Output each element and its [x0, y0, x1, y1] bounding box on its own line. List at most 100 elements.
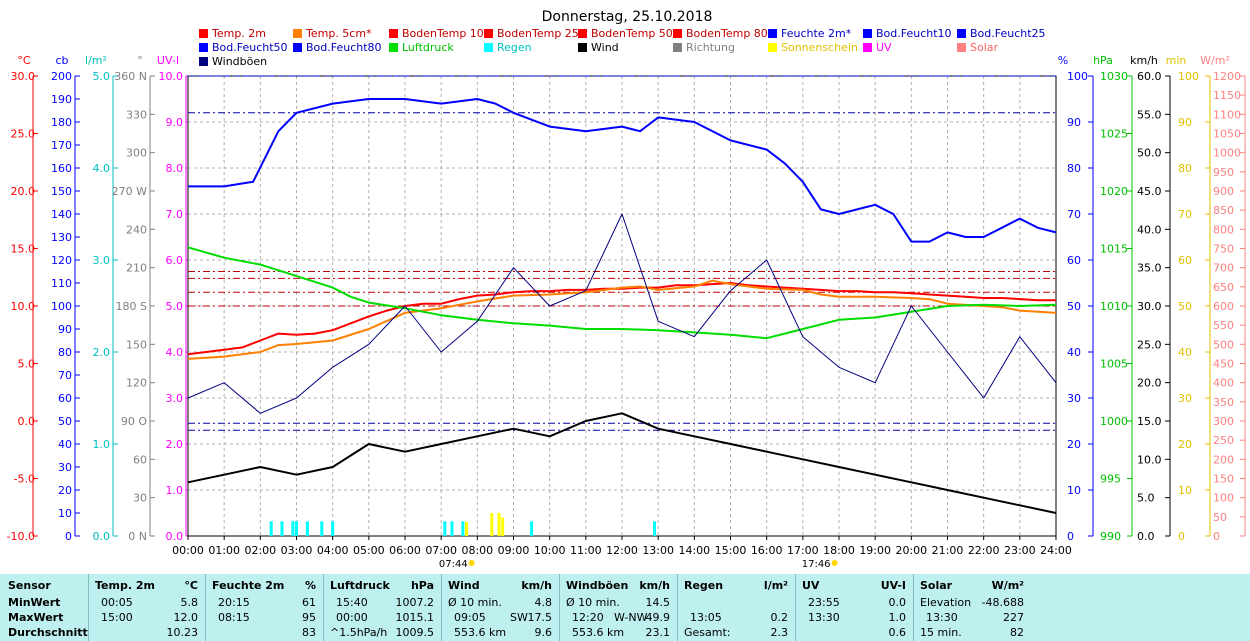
sunshine-bar — [497, 513, 501, 536]
axis-tick-label: 1200 — [1213, 70, 1241, 83]
axis-tick-label: 250 — [1213, 434, 1234, 447]
stats-temp-unit: °C — [184, 579, 198, 592]
axis-tick-label: 60 — [58, 392, 72, 405]
legend-label: Bod.Feucht50 — [212, 41, 288, 54]
axis-tick-label: 1010 — [1100, 300, 1128, 313]
axis-tick-label: 30 — [1067, 392, 1081, 405]
x-tick-label: 06:00 — [389, 544, 421, 557]
stats-temp-min: 5.8 — [180, 596, 199, 609]
axes: °C 30.0 25.0 20.0 15.0 10.0 5.0 0.0 -5.0 -10.0 cb 2… — [7, 54, 1246, 543]
rain-bar — [320, 521, 324, 536]
stats-pressure-min-time: 15:40 — [336, 596, 368, 609]
axis-tick-label: 90 — [1067, 116, 1081, 129]
axis-tick-label: 600 — [1213, 300, 1234, 313]
x-tick-label: 24:00 — [1040, 544, 1072, 557]
axis-tick-label: 10 — [1178, 484, 1192, 497]
x-tick-label: 09:00 — [498, 544, 530, 557]
stats-rain-unit: l/m² — [763, 579, 788, 592]
chart-title: Donnerstag, 25.10.2018 — [542, 9, 713, 25]
axis-tick-label: 400 — [1213, 377, 1234, 390]
axis-tick-label: 80 — [58, 346, 72, 359]
x-tick-label: 14:00 — [678, 544, 710, 557]
x-tick-label: 01:00 — [208, 544, 240, 557]
axis-tick-label: 100 — [1213, 492, 1234, 505]
x-tick-label: 07:00 — [425, 544, 457, 557]
axis-unit: °C — [17, 54, 31, 67]
axis-tick-label: 70 — [1067, 208, 1081, 221]
stats-uv-min: 0.0 — [888, 596, 907, 609]
legend-swatch — [389, 29, 398, 38]
axis-tick-label: 1.0 — [166, 484, 184, 497]
sunrise-icon — [468, 560, 475, 566]
axis-unit: UV-I — [157, 54, 179, 67]
series-line — [188, 98, 1057, 243]
x-tick-label: 10:00 — [534, 544, 566, 557]
rain-bar — [450, 521, 454, 536]
weather-chart: Donnerstag, 25.10.2018 Temp. 2m Temp. 5cm… — [7, 9, 1246, 570]
axis-tick-label: 15.0 — [1137, 415, 1162, 428]
x-tick-label: 17:00 — [787, 544, 819, 557]
axis-tick-label: 25.0 — [11, 128, 36, 141]
axis-tick-label: 0.0 — [166, 530, 184, 543]
axis-tick-label: 170 — [51, 139, 72, 152]
stats-gust-title: Windböen — [566, 579, 629, 592]
stats-temp-avg: 10.23 — [166, 626, 199, 639]
axis-unit: l/m² — [85, 54, 107, 67]
legend-label: BodenTemp 10 — [402, 27, 484, 40]
x-tick-label: 19:00 — [859, 544, 891, 557]
stats-pressure-avg: 1009.5 — [395, 626, 435, 639]
stats-solar-avg: 82 — [1010, 626, 1024, 639]
axis-tick-label: 80 — [1178, 162, 1192, 175]
legend-swatch — [863, 29, 872, 38]
rain-bar — [291, 521, 295, 536]
axis-tick-label: 5.0 — [166, 300, 184, 313]
axis-tick-label: -5.0 — [14, 473, 35, 486]
axis-tick-label: 15.0 — [11, 243, 36, 256]
legend-label: Bod.Feucht25 — [970, 27, 1046, 40]
x-tick-label: 00:00 — [172, 544, 204, 557]
legend-label: Richtung — [686, 41, 735, 54]
stats-gust-dist: 553.6 km — [572, 626, 625, 639]
sunrise-label: 07:44 — [439, 559, 468, 570]
axis-tick-label: 150 — [1213, 473, 1234, 486]
stats-gust: Windböen km/h Ø 10 min. 14.5 12:20 W-NW 49.9… — [559, 574, 678, 641]
axis-tick-label: 0 N — [128, 530, 147, 543]
axis-tick-label: 30 — [1178, 392, 1192, 405]
stats-solar-avg-label: 15 min. — [920, 626, 962, 639]
axis-tick-label: 350 — [1213, 396, 1234, 409]
axis-tick-label: 50.0 — [1137, 147, 1162, 160]
stats-solar-unit: W/m² — [991, 579, 1024, 592]
axis-tick-label: 25.0 — [1137, 338, 1162, 351]
axis-tick-label: 1015 — [1100, 243, 1128, 256]
axis-tick-label: 45.0 — [1137, 185, 1162, 198]
rain-bar — [295, 521, 298, 536]
legend-label: Bod.Feucht10 — [876, 27, 952, 40]
axis-tick-label: 30.0 — [11, 70, 36, 83]
stats-row-avg: Durchschnitt — [8, 626, 88, 639]
axis-tick-label: 20 — [1178, 438, 1192, 451]
legend-swatch — [957, 29, 966, 38]
stats-solar-max: 227 — [1003, 611, 1024, 624]
axis-tick-label: 10.0 — [159, 70, 184, 83]
axis-tick-label: 700 — [1213, 262, 1234, 275]
axis-tick-label: 100 — [1067, 70, 1088, 83]
stats-rain: Regen l/m² 13:05 0.2 Gesamt: 2.3 — [677, 574, 796, 641]
axis-tick-label: 20.0 — [1137, 377, 1162, 390]
axis-tick-label: 0 — [1213, 530, 1220, 543]
legend-label: BodenTemp 50 — [591, 27, 673, 40]
axis-tick-label: 200 — [1213, 453, 1234, 466]
x-tick-label: 13:00 — [642, 544, 674, 557]
axis-unit: min — [1166, 54, 1187, 67]
axis-tick-label: 80 — [1067, 162, 1081, 175]
axis-tick-label: 120 — [126, 377, 147, 390]
stats-sensor-title: Sensor — [8, 579, 51, 592]
stats-uv-title: UV — [802, 579, 820, 592]
axis-tick-label: 330 — [126, 108, 147, 121]
sunset-label: 17:46 — [802, 559, 831, 570]
stats-pressure-min: 1007.2 — [395, 596, 435, 609]
axis-tick-label: 2.0 — [93, 346, 111, 359]
stats-pressure: Luftdruck hPa 15:40 1007.2 00:00 1015.1 ^1.… — [323, 574, 442, 641]
axis-tick-label: 10.0 — [1137, 453, 1162, 466]
sunshine-bar — [464, 522, 468, 536]
axis-tick-label: 60 — [133, 453, 147, 466]
